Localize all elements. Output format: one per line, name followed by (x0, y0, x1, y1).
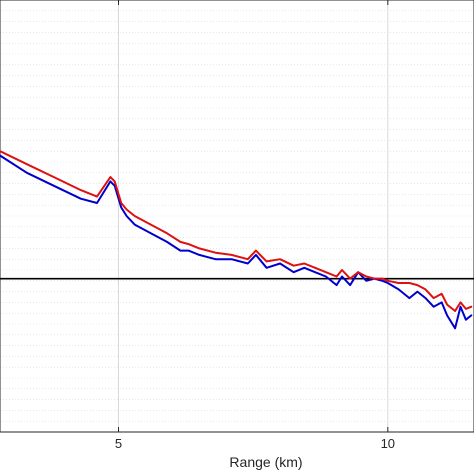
x-tick-label: 5 (115, 436, 122, 451)
series-layer (0, 150, 474, 330)
plot-area-frame (0, 0, 474, 433)
grid-lines (0, 0, 474, 432)
x-tick-label: 10 (381, 436, 395, 451)
series-line-2 (0, 150, 473, 312)
series-line-1 (0, 154, 473, 330)
x-axis: 5 10 (115, 0, 395, 451)
x-axis-label: Range (km) (229, 454, 302, 470)
